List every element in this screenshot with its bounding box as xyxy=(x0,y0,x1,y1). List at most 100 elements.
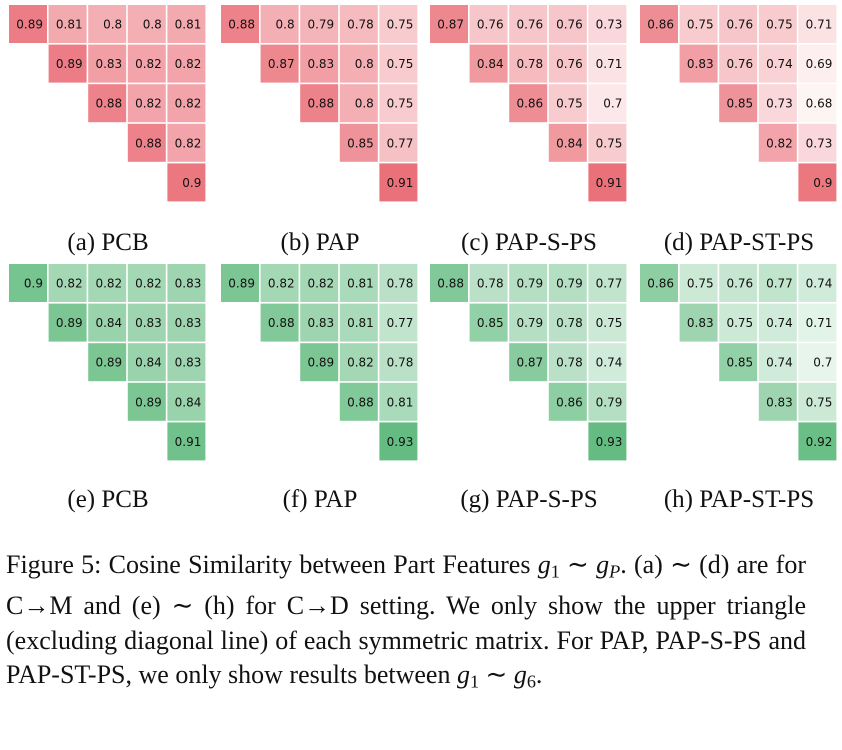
cell-value-label: 0.76 xyxy=(556,57,583,71)
heatmap-cell xyxy=(167,264,206,302)
cell-value-label: 0.76 xyxy=(556,18,583,32)
heatmap-cell xyxy=(798,163,837,202)
heatmap-cell xyxy=(469,303,508,342)
cell-value-label: 0.7 xyxy=(813,356,832,370)
heatmap-cell xyxy=(167,123,206,162)
cell-value-label: 0.76 xyxy=(726,277,753,291)
cell-value-label: 0.84 xyxy=(135,356,162,370)
heatmap-cell xyxy=(339,382,378,421)
heatmap-cell xyxy=(548,343,587,382)
heatmap-cell xyxy=(758,123,797,162)
heatmap-cell xyxy=(167,422,206,461)
cell-value-label: 0.89 xyxy=(228,277,255,291)
cell-value-label: 0.9 xyxy=(813,176,832,190)
heatmap-cell xyxy=(379,343,418,382)
heatmap-cell xyxy=(548,84,587,123)
heatmap-panel: 0.86 0.75 0.76 0.75 0.71 0.83 0.76 0.74 0.69 0.85… xyxy=(640,5,837,256)
cell-value-label: 0.89 xyxy=(56,316,83,330)
heatmap-cell xyxy=(469,5,508,43)
heatmap-cell xyxy=(167,343,206,382)
heatmap-cell xyxy=(548,5,587,43)
heatmap-cell xyxy=(339,343,378,382)
cell-value-label: 0.82 xyxy=(175,97,202,111)
cell-value-label: 0.93 xyxy=(387,435,414,449)
cell-value-label: 0.83 xyxy=(95,57,122,71)
heatmap-cell xyxy=(588,163,627,202)
heatmap-cell xyxy=(798,123,837,162)
heatmap-panel: 0.87 0.76 0.76 0.76 0.73 0.84 0.78 0.76 0.71 0.86… xyxy=(430,5,627,256)
heatmap-cell xyxy=(127,84,166,123)
cell-value-label: 0.91 xyxy=(387,176,414,190)
heatmap-cell xyxy=(127,303,166,342)
cell-value-label: 0.87 xyxy=(437,18,464,32)
panel-caption: (a) PCB xyxy=(67,229,148,256)
heatmap-cell xyxy=(679,264,718,302)
heatmap-cell xyxy=(379,84,418,123)
cell-value-label: 0.79 xyxy=(556,277,583,291)
heatmap-cell xyxy=(469,44,508,83)
cell-value-label: 0.75 xyxy=(596,316,623,330)
cell-value-label: 0.73 xyxy=(596,18,623,32)
cell-value-label: 0.71 xyxy=(806,316,833,330)
heatmap-cell xyxy=(758,84,797,123)
heatmap-cell xyxy=(9,264,47,302)
cell-value-label: 0.75 xyxy=(387,57,414,71)
cell-value-label: 0.88 xyxy=(228,18,255,32)
heatmap-cell xyxy=(300,343,339,382)
heatmap-cell xyxy=(758,44,797,83)
heatmap-cell xyxy=(758,382,797,421)
heatmap-cell xyxy=(588,343,627,382)
cell-value-label: 0.75 xyxy=(687,18,714,32)
cell-value-label: 0.9 xyxy=(24,277,43,291)
cell-value-label: 0.68 xyxy=(806,97,833,111)
heatmap-cell xyxy=(798,5,837,43)
heatmap-cell xyxy=(300,84,339,123)
heatmap-cell xyxy=(719,84,758,123)
cell-value-label: 0.82 xyxy=(95,277,122,291)
heatmap-cell xyxy=(588,382,627,421)
cell-value-label: 0.77 xyxy=(387,316,414,330)
heatmap-panel: 0.88 0.78 0.79 0.79 0.77 0.85 0.79 0.78 0.75 0.87… xyxy=(430,264,627,513)
panel-caption: (e) PCB xyxy=(67,486,148,513)
cell-value-label: 0.75 xyxy=(387,18,414,32)
cell-value-label: 0.75 xyxy=(596,136,623,150)
cell-value-label: 0.88 xyxy=(307,97,334,111)
heatmap-cell xyxy=(167,5,206,43)
cell-value-label: 0.81 xyxy=(347,277,374,291)
cell-value-label: 0.88 xyxy=(95,97,122,111)
heatmap-cell xyxy=(798,44,837,83)
heatmap-cell xyxy=(260,5,299,43)
cell-value-label: 0.89 xyxy=(95,356,122,370)
cell-value-label: 0.85 xyxy=(726,97,753,111)
heatmap-cell xyxy=(548,303,587,342)
heatmap-cell xyxy=(48,303,87,342)
heatmap-cell xyxy=(167,303,206,342)
cell-value-label: 0.86 xyxy=(556,395,583,409)
heatmap-cell xyxy=(167,44,206,83)
cell-value-label: 0.83 xyxy=(135,316,162,330)
heatmap-cell xyxy=(379,422,418,461)
heatmap-cell xyxy=(548,44,587,83)
cell-value-label: 0.85 xyxy=(726,356,753,370)
heatmap-cell xyxy=(127,44,166,83)
panel-caption: (f) PAP xyxy=(283,486,358,513)
heatmap-cell xyxy=(379,382,418,421)
cell-value-label: 0.9 xyxy=(182,176,201,190)
heatmap-cell xyxy=(588,84,627,123)
panel-caption: (c) PAP-S-PS xyxy=(461,229,597,256)
cell-value-label: 0.75 xyxy=(387,97,414,111)
cell-value-label: 0.82 xyxy=(135,57,162,71)
heatmap-cell xyxy=(798,343,837,382)
cell-value-label: 0.78 xyxy=(387,356,414,370)
heatmap-cell xyxy=(509,84,548,123)
heatmap-cell xyxy=(260,44,299,83)
cell-value-label: 0.76 xyxy=(477,18,504,32)
heatmap-cell xyxy=(260,303,299,342)
cell-value-label: 0.88 xyxy=(347,395,374,409)
heatmap-cell xyxy=(260,264,299,302)
heatmap-cell xyxy=(798,84,837,123)
cell-value-label: 0.75 xyxy=(726,316,753,330)
heatmap-cell xyxy=(719,343,758,382)
cell-value-label: 0.81 xyxy=(387,395,414,409)
cell-value-label: 0.83 xyxy=(175,277,202,291)
